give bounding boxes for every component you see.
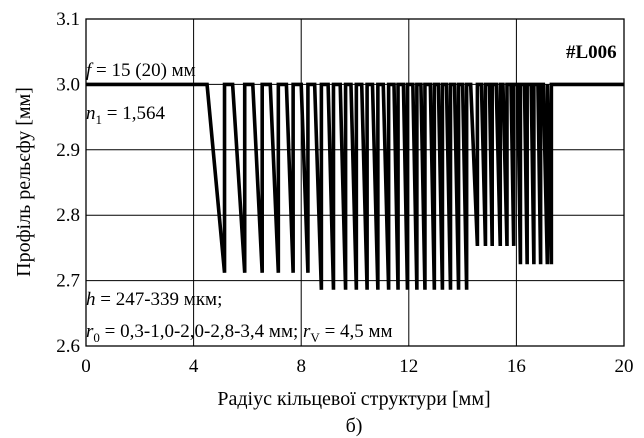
x-tick-label: 20 (615, 356, 634, 377)
x-tick-labels: 0 4 8 12 16 20 (81, 356, 633, 377)
relief-profile-line (86, 82, 624, 290)
index-value: = 1,564 (102, 103, 165, 124)
y-axis-label: Профіль рельєфу [мм] (13, 87, 35, 277)
y-tick-label: 3.0 (56, 74, 80, 95)
x-axis-label: Радіус кільцевої структури [мм] (217, 388, 490, 410)
focal-length-annotation: f = 15 (20) мм (86, 60, 196, 81)
x-tick-label: 4 (189, 356, 199, 377)
radius-v-symbol: r (303, 321, 311, 342)
x-tick-label: 0 (81, 356, 91, 377)
x-tick-label: 16 (507, 356, 526, 377)
height-annotation: h = 247-339 мкм; (86, 289, 222, 310)
height-value: = 247-339 мкм; (96, 289, 223, 310)
sample-label: #L006 (566, 42, 617, 63)
y-tick-label: 3.1 (56, 9, 80, 30)
y-tick-label: 2.8 (56, 205, 80, 226)
index-subscript: 1 (96, 112, 103, 127)
figure-caption: б) (346, 415, 363, 437)
radius-subscript: 0 (93, 330, 100, 345)
x-tick-label: 8 (296, 356, 306, 377)
radius-v-value: = 4,5 мм (320, 321, 393, 342)
index-symbol: n (86, 103, 96, 124)
radius-v-subscript: V (310, 330, 320, 345)
y-tick-label: 2.9 (56, 140, 80, 161)
focal-symbol: f (86, 60, 94, 81)
y-tick-label: 2.6 (56, 336, 80, 357)
refractive-index-annotation: n1 = 1,564 (86, 103, 165, 127)
height-symbol: h (86, 289, 96, 310)
focal-value: = 15 (20) мм (91, 60, 195, 81)
radii-annotation: r0 = 0,3-1,0-2,0-2,8-3,4 мм; rV = 4,5 мм (86, 321, 393, 345)
x-tick-label: 12 (399, 356, 418, 377)
y-tick-labels: 2.6 2.7 2.8 2.9 3.0 3.1 (56, 9, 80, 357)
radius-values: = 0,3-1,0-2,0-2,8-3,4 мм; (100, 321, 303, 342)
plot-frame (85, 18, 625, 347)
y-tick-label: 2.7 (56, 271, 80, 292)
radius-symbol: r (86, 321, 94, 342)
